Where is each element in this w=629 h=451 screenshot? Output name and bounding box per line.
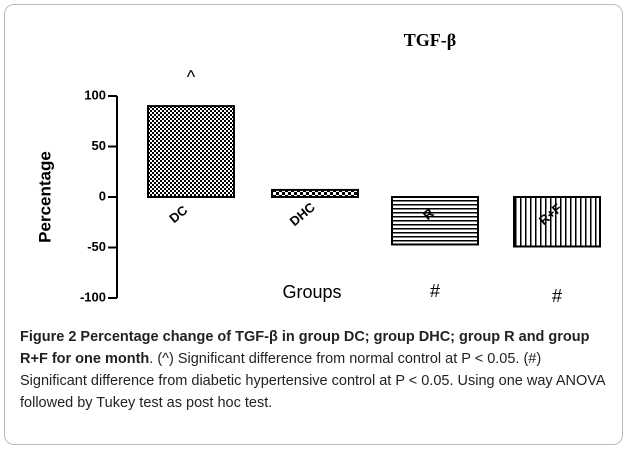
caption: Figure 2 Percentage change of TGF-β in g…: [20, 326, 612, 414]
annotation: #: [430, 281, 440, 301]
x-tick-label: DC: [166, 202, 190, 226]
bar: [391, 196, 479, 246]
annotation: ^: [187, 67, 196, 87]
caption-text: . (^) Significant difference from normal…: [20, 351, 605, 411]
bar: [513, 196, 601, 248]
y-axis-label: Percentage: [35, 151, 54, 243]
y-tick-label: 100: [84, 87, 106, 102]
y-tick-label: -100: [80, 289, 106, 304]
caption-title: Figure 2 Percentage change of TGF-β in g…: [20, 329, 590, 367]
chart: TGF-β Percentage Groups -100 -50 0 50 100 DC ^…: [35, 30, 601, 306]
frame: [4, 4, 623, 445]
bar: [147, 105, 235, 198]
x-axis-label: Groups: [282, 282, 341, 302]
y-tick-label: 0: [99, 188, 106, 203]
y-tick-label: 50: [92, 138, 106, 153]
chart-title: TGF-β: [404, 30, 456, 50]
x-tick-label: DHC: [287, 199, 319, 229]
y-tick-label: -50: [87, 239, 106, 254]
bar: [271, 188, 359, 198]
annotation: #: [552, 286, 562, 306]
